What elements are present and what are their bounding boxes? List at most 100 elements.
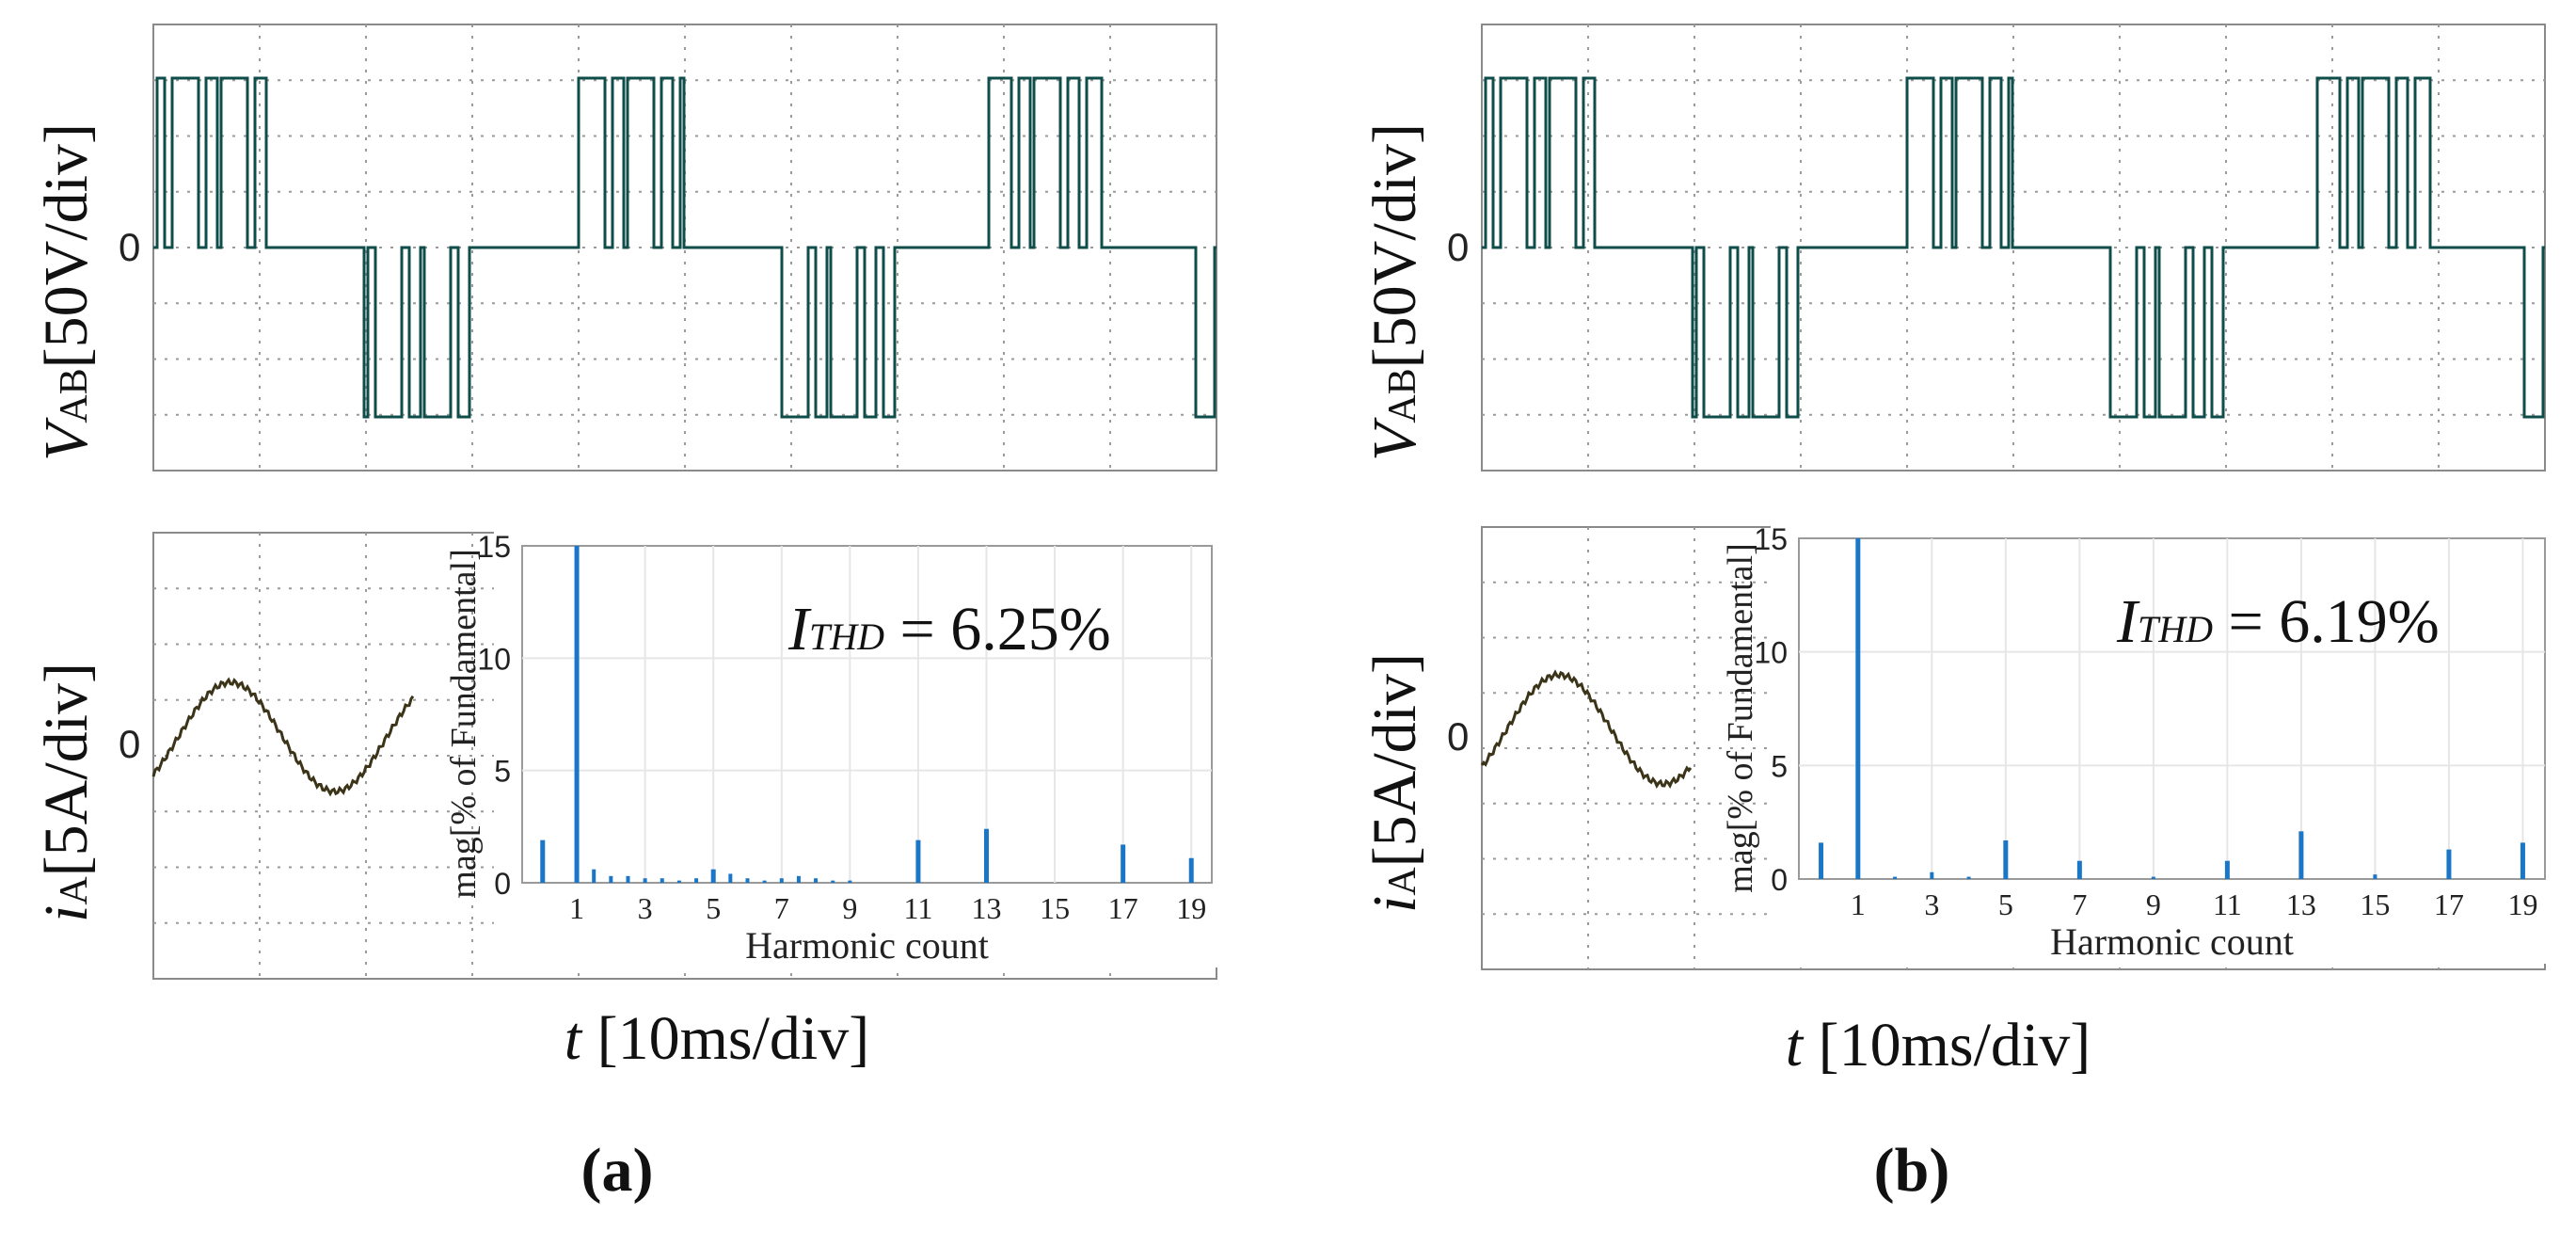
spectrum-bar xyxy=(1121,844,1126,883)
ia-axis-symbol: i xyxy=(1360,896,1429,913)
ia-zero-tick: 0 xyxy=(1447,714,1469,759)
spectrum-bar xyxy=(694,878,699,883)
spectrum-xlabel: Harmonic count xyxy=(2050,920,2294,963)
spectrum-bar xyxy=(2224,860,2230,879)
spectrum-bar xyxy=(814,878,819,883)
spectrum-bar xyxy=(848,880,852,883)
spectrum-ytick-label: 15 xyxy=(1754,522,1788,556)
time-axis-unit: [10ms/div] xyxy=(1803,1011,2091,1079)
spectrum-bar xyxy=(2151,876,2155,879)
spectrum-bar xyxy=(574,546,580,883)
panel-caption: (a) xyxy=(581,1136,654,1205)
vab-axis-label: VAB[50V/div] xyxy=(1360,123,1429,461)
spectrum-xtick-label: 1 xyxy=(569,891,584,925)
thd-sub: THD xyxy=(809,616,884,658)
spectrum-xtick-label: 19 xyxy=(1176,891,1206,925)
vab-axis-sub: AB xyxy=(1381,368,1424,423)
thd-equals: = xyxy=(2213,587,2279,656)
spectrum-bar xyxy=(2446,849,2452,879)
time-axis-label: t [10ms/div] xyxy=(564,1004,870,1073)
spectrum-bar xyxy=(2373,874,2377,879)
spectrum-ytick-label: 10 xyxy=(1754,636,1788,670)
spectrum-xtick-label: 13 xyxy=(972,891,1002,925)
voltage-scope xyxy=(152,24,1217,472)
spectrum-bar xyxy=(2298,831,2304,879)
spectrum-bar xyxy=(2076,860,2082,879)
spectrum-ytick-label: 10 xyxy=(477,642,511,676)
spectrum-xtick-label: 11 xyxy=(2213,887,2242,921)
vab-axis-symbol: V xyxy=(1360,417,1429,461)
spectrum-bar xyxy=(728,873,733,883)
spectrum-xtick-label: 19 xyxy=(2507,887,2537,921)
current-trace xyxy=(151,677,415,797)
spectrum-axes-box xyxy=(1798,537,2546,880)
thd-equals: = xyxy=(884,595,950,663)
spectrum-xtick-label: 15 xyxy=(2360,887,2390,921)
time-axis-symbol: t xyxy=(1786,1011,1805,1079)
spectrum-bar xyxy=(1855,538,1861,879)
time-axis-symbol: t xyxy=(564,1004,583,1073)
ia-axis-sub: A xyxy=(53,876,96,905)
spectrum-bar xyxy=(915,839,921,883)
spectrum-xtick-label: 9 xyxy=(842,891,857,925)
spectrum-bar xyxy=(1966,876,1971,879)
spectrum-bar xyxy=(796,875,801,883)
panel-caption: (b) xyxy=(1874,1136,1950,1205)
spectrum-bar xyxy=(779,878,784,883)
ia-axis-sub: A xyxy=(1381,867,1424,896)
spectrum-xtick-label: 5 xyxy=(1998,887,2013,921)
spectrum-xtick-label: 7 xyxy=(774,891,789,925)
spectrum-bar xyxy=(1930,871,1934,879)
spectrum-xtick-label: 11 xyxy=(904,891,933,925)
spectrum-ytick-label: 0 xyxy=(494,867,511,901)
spectrum-bar xyxy=(609,875,613,883)
spectrum-bar xyxy=(626,875,630,883)
thd-symbol: I xyxy=(787,595,812,663)
ia-axis-label: iA[5A/div] xyxy=(1360,653,1429,913)
vab-axis-label: VAB[50V/div] xyxy=(32,123,101,461)
spectrum-xtick-label: 1 xyxy=(1851,887,1866,921)
spectrum-xtick-label: 7 xyxy=(2072,887,2087,921)
vab-axis-unit: [50V/div] xyxy=(1360,123,1429,368)
vab-zero-tick: 0 xyxy=(119,225,140,269)
spectrum-ylabel: mag[% of Fundamental] xyxy=(444,549,484,898)
spectrum-xtick-label: 17 xyxy=(2434,887,2464,921)
vab-axis-unit: [50V/div] xyxy=(32,123,101,368)
voltage-trace xyxy=(153,76,1216,419)
spectrum-xtick-label: 9 xyxy=(2146,887,2161,921)
ia-axis-label: iA[5A/div] xyxy=(32,663,101,922)
spectrum-bar xyxy=(762,880,767,883)
vab-axis-symbol: V xyxy=(32,417,101,461)
spectrum-xtick-label: 17 xyxy=(1108,891,1138,925)
thd-sub: THD xyxy=(2138,608,2213,650)
spectrum-xtick-label: 5 xyxy=(706,891,721,925)
spectrum-bar xyxy=(710,869,716,883)
spectrum-bar xyxy=(660,878,664,883)
spectrum-bar xyxy=(831,880,835,883)
ia-zero-tick: 0 xyxy=(119,722,140,766)
spectrum-bar xyxy=(1188,857,1194,883)
spectrum-xtick-label: 13 xyxy=(2286,887,2316,921)
spectrum-ytick-label: 5 xyxy=(1771,749,1788,783)
spectrum-bar xyxy=(592,869,596,883)
thd-symbol: I xyxy=(2116,587,2140,656)
spectrum-background xyxy=(494,527,1221,967)
spectrum-bar xyxy=(2520,842,2525,879)
spectrum-xtick-label: 15 xyxy=(1040,891,1070,925)
spectrum-bar xyxy=(1819,842,1824,879)
spectrum-ylabel: mag[% of Fundamental] xyxy=(1721,543,1760,892)
vab-zero-tick: 0 xyxy=(1447,225,1469,269)
current-trace xyxy=(1480,669,1693,789)
spectrum-ytick-label: 5 xyxy=(494,755,511,789)
time-axis-label: t [10ms/div] xyxy=(1786,1011,2091,1079)
thd-value: 6.25% xyxy=(950,595,1110,663)
thd-value: 6.19% xyxy=(2279,587,2439,656)
spectrum-background xyxy=(1771,520,2554,964)
spectrum-bar xyxy=(745,878,750,883)
thd-annotation: ITHD = 6.19% xyxy=(2116,587,2440,656)
